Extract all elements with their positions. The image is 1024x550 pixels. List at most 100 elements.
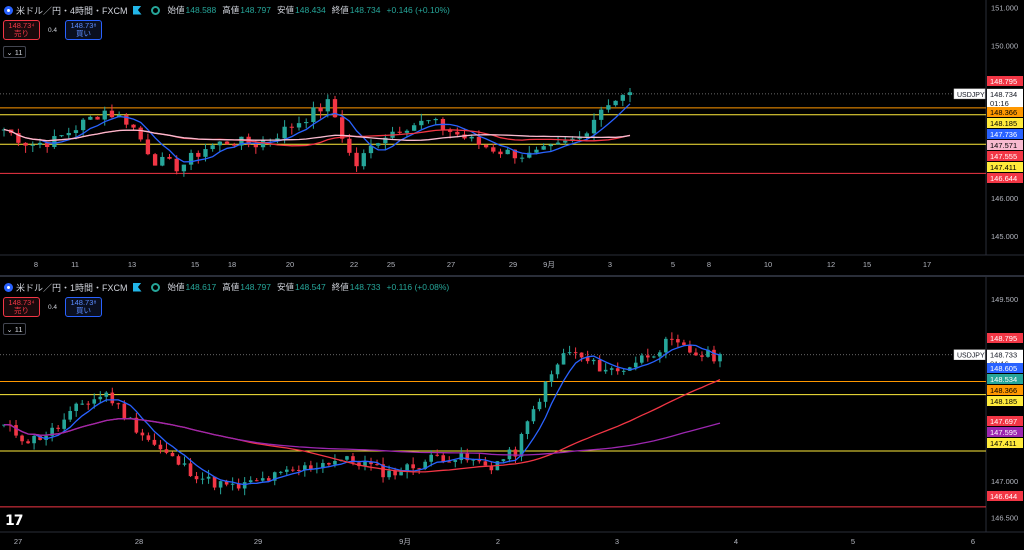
candle-body <box>453 460 458 462</box>
time-tick-label: 3 <box>615 537 619 546</box>
time-tick-label: 2 <box>496 537 500 546</box>
candle-body <box>477 459 482 462</box>
moving-average-line <box>3 128 631 142</box>
candle-body <box>447 461 452 463</box>
candle-body <box>399 471 403 476</box>
sell-button[interactable]: 148.73⁴ 売り <box>3 297 40 317</box>
candle-body <box>37 142 43 145</box>
flag-icon[interactable] <box>132 282 142 292</box>
candle-body <box>297 469 301 471</box>
candle-body <box>676 339 680 343</box>
candle-body <box>423 461 427 469</box>
candle-body <box>627 367 632 371</box>
time-tick-label: 28 <box>135 537 143 546</box>
chart-title[interactable]: 米ドル／円・4時間・FXCM <box>16 5 128 16</box>
candle-body <box>181 164 187 172</box>
chart-title[interactable]: 米ドル／円・1時間・FXCM <box>16 282 128 293</box>
candle-body <box>591 119 597 134</box>
buy-button[interactable]: 148.73⁸ 買い <box>65 20 102 40</box>
candle-body <box>383 137 388 144</box>
indicator-toggle[interactable]: ⌄ 11 <box>3 46 26 58</box>
candle-body <box>345 456 349 460</box>
chart-panel-4h[interactable]: 151.000 150.000 146.000 145.000 USDJPY 148.73… <box>0 0 1024 275</box>
chart-canvas-4h[interactable]: 151.000 150.000 146.000 145.000 USDJPY 148.73… <box>0 0 1024 275</box>
candle-body <box>124 115 129 125</box>
currency-flag-icon <box>4 282 13 292</box>
candle-body <box>44 435 48 440</box>
close-value: 148.734 <box>349 5 381 15</box>
candle-body <box>80 403 85 405</box>
chart-panel-1h[interactable]: 149.500149.000147.000146.500USDJPY148.73… <box>0 277 1024 550</box>
change-value: +0.116 (+0.08%) <box>386 282 450 292</box>
candle-body <box>152 439 157 445</box>
price-tag-label: 147.411 <box>990 439 1017 448</box>
candle-body <box>318 107 323 112</box>
candle-body <box>609 368 614 370</box>
price-tick-label: 146.500 <box>991 513 1018 522</box>
price-tag-box <box>987 333 1023 343</box>
candle-body <box>447 129 453 132</box>
candle-body <box>116 403 121 405</box>
symbol-legend: 米ドル／円・1時間・FXCM 始値 148.617 高値 148.797 安値 148… <box>4 280 449 294</box>
price-tag-box <box>987 438 1023 448</box>
candle-body <box>174 158 179 172</box>
candle-body <box>491 147 496 152</box>
candle-body <box>164 449 169 453</box>
candle-body <box>429 454 433 462</box>
time-tick-label: 9月 <box>399 537 411 546</box>
price-tag-box <box>987 140 1023 150</box>
candle-body <box>351 456 355 463</box>
candle-body <box>441 455 446 462</box>
currency-flag-icon <box>4 5 13 15</box>
candle-body <box>682 342 686 345</box>
candle-body <box>465 453 470 461</box>
candle-body <box>534 149 539 153</box>
symbol-tag-box <box>953 88 986 100</box>
flag-icon[interactable] <box>132 5 142 15</box>
indicator-toggle[interactable]: ⌄ 11 <box>3 323 26 335</box>
candle-body <box>158 444 163 450</box>
candle-body <box>543 381 548 402</box>
candle-body <box>52 136 57 148</box>
open-label: 始値 <box>167 5 185 15</box>
candle-body <box>68 411 72 420</box>
candle-body <box>670 338 674 340</box>
buy-button[interactable]: 148.73⁸ 買い <box>65 297 102 317</box>
trade-buttons: 148.73⁴ 売り 0.4 148.73⁸ 買い <box>3 297 102 317</box>
candle-body <box>56 427 60 429</box>
time-tick-label: 11 <box>71 260 79 269</box>
candle-body <box>405 464 409 472</box>
pane-divider[interactable] <box>0 275 1024 277</box>
candle-body <box>527 152 532 158</box>
low-label: 安値 <box>277 5 295 15</box>
candle-body <box>62 419 66 429</box>
price-tick-label: 149.500 <box>991 295 1018 304</box>
candle-body <box>369 461 373 465</box>
candle-body <box>38 435 42 440</box>
price-tag-box <box>987 374 1023 384</box>
tradingview-logo-icon[interactable]: 17 <box>5 513 24 529</box>
time-tick-label: 5 <box>851 537 855 546</box>
candle-body <box>188 463 193 477</box>
candle-body <box>645 355 650 358</box>
candle-body <box>20 435 24 442</box>
candle-body <box>387 470 391 478</box>
candle-body <box>239 136 244 146</box>
candle-body <box>483 461 488 466</box>
candle-body <box>194 476 199 480</box>
candle-body <box>74 403 79 412</box>
candle-body <box>621 370 626 372</box>
candle-body <box>591 359 596 362</box>
price-tag-box <box>987 416 1023 426</box>
candle-body <box>260 478 265 481</box>
candle-body <box>519 433 524 457</box>
sell-button[interactable]: 148.73⁴ 売り <box>3 20 40 40</box>
price-tag-box <box>987 118 1023 128</box>
market-open-icon <box>150 282 160 292</box>
moving-average-line <box>33 344 721 486</box>
candle-body <box>567 352 572 354</box>
candle-body <box>23 142 28 146</box>
current-price-label: 148.734 <box>990 90 1017 99</box>
candle-body <box>549 374 554 382</box>
chart-canvas-1h[interactable]: 149.500149.000147.000146.500USDJPY148.73… <box>0 277 1024 550</box>
